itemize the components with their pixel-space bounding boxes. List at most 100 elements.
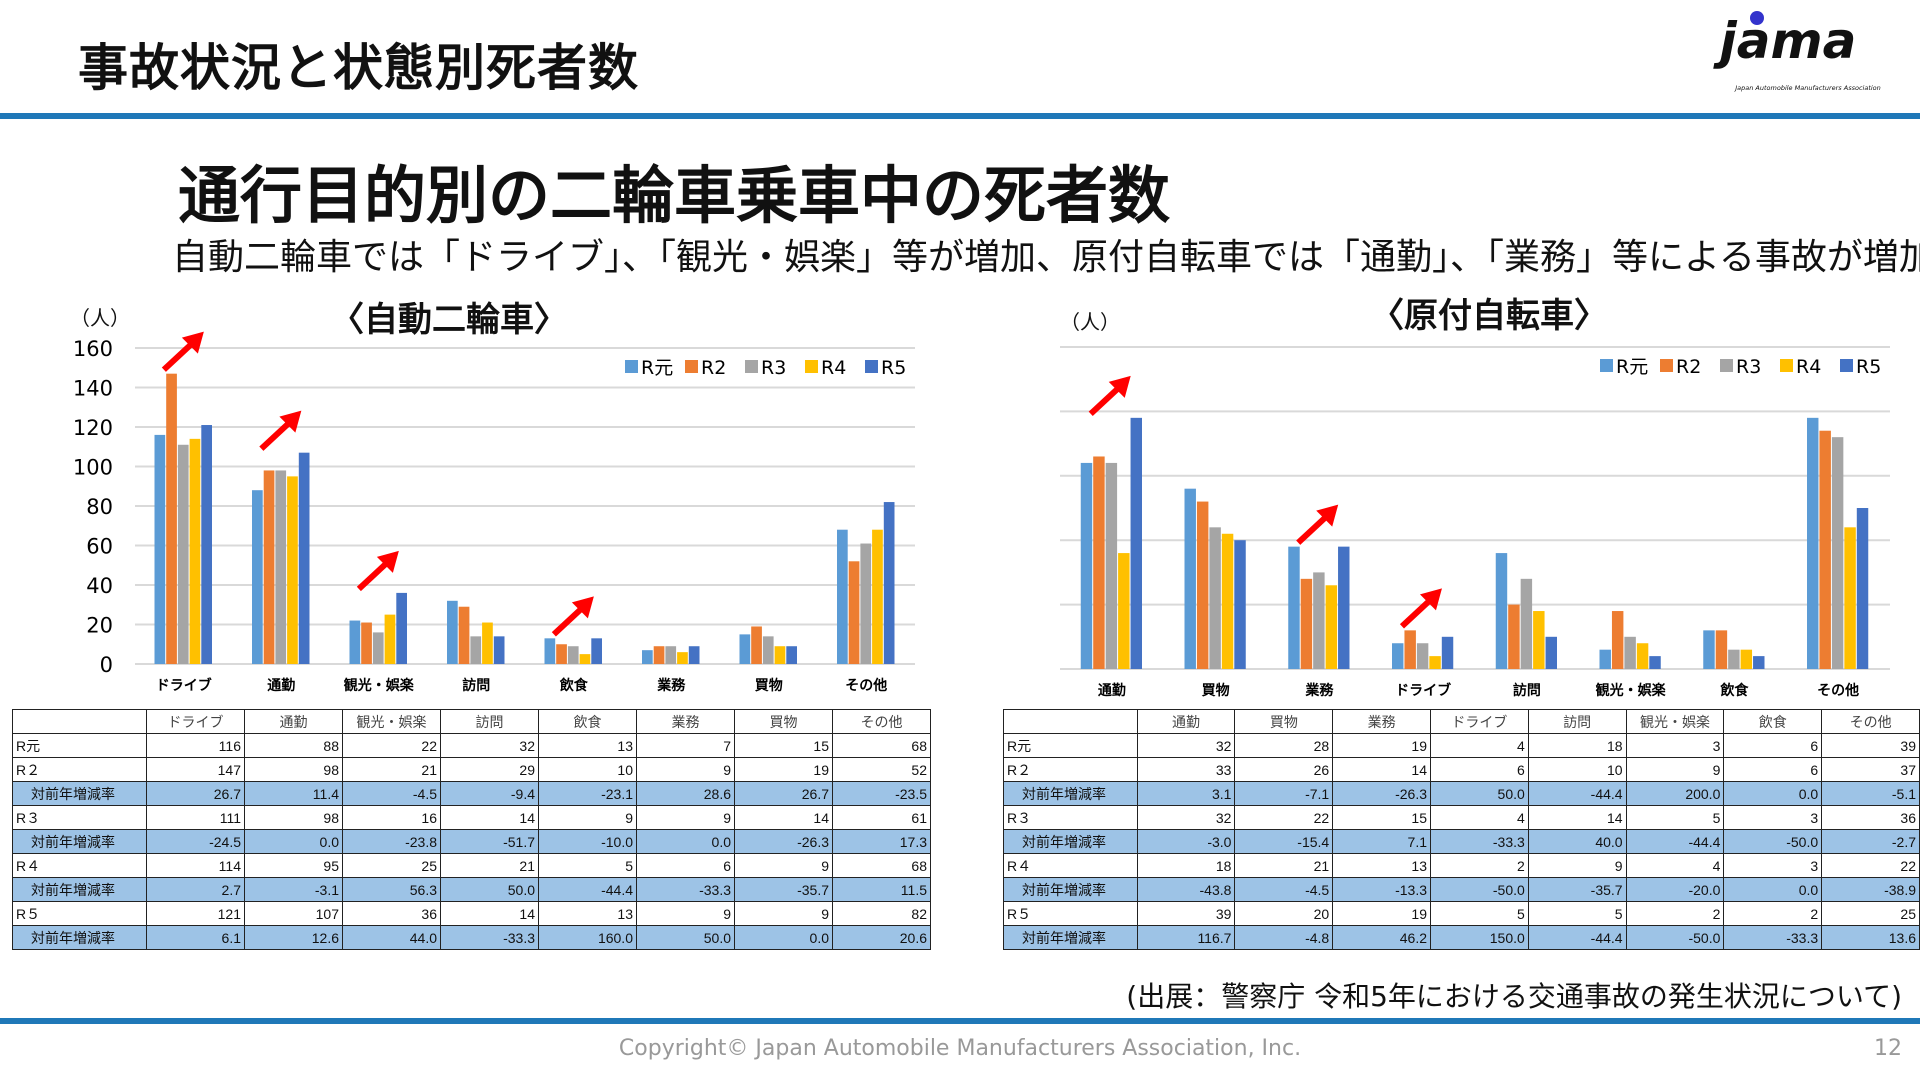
bar-R3-訪問 — [1520, 578, 1533, 669]
chart-title-moped: 〈原付自転車〉 — [1370, 296, 1608, 336]
table-cell: 20.6 — [832, 925, 931, 950]
bar-R5-買物 — [1234, 540, 1246, 669]
table-cell: 39 — [1136, 901, 1236, 926]
table-cell: 114 — [146, 853, 245, 878]
table-cell: 6 — [1723, 757, 1823, 782]
table-cell: 3 — [1625, 733, 1725, 758]
bar-R2-ドライブ — [166, 373, 177, 664]
bar-R4-通勤 — [287, 476, 298, 664]
table-cell: 0.0 — [1723, 781, 1823, 806]
table-row: R元 32 28 19 4 18 3 6 39 — [1003, 733, 1920, 758]
svg-text:Japan Automobile Manufacturers: Japan Automobile Manufacturers Associati… — [1733, 84, 1881, 92]
bar-R元-通勤 — [252, 490, 263, 664]
bar-R4-観光・娯楽 — [384, 614, 396, 664]
bar-R元-観光・娯楽 — [1599, 649, 1611, 669]
bar-R3-飲食 — [567, 646, 579, 664]
row-label: R５ — [12, 901, 147, 926]
table-cell: -33.3 — [1723, 925, 1823, 950]
table-row: R元 116 88 22 32 13 7 15 68 — [12, 733, 931, 758]
bar-R4-観光・娯楽 — [1636, 643, 1649, 669]
table-row: 対前年増減率 -24.5 0.0 -23.8 -51.7 -10.0 0.0 -26.3 17.… — [12, 829, 931, 854]
table-cell: -3.1 — [244, 877, 343, 902]
table-cell: -26.3 — [1332, 781, 1431, 806]
bar-R4-買物 — [774, 646, 786, 664]
table-cell: 20 — [1234, 901, 1334, 926]
data-table-moped: 通勤 買物 業務 ドライブ 訪問 観光・娯楽 飲食 その他 R元 32 28 19 4 18 3 6 39 R２ 3… — [1003, 709, 1920, 950]
bar-R元-ドライブ — [1392, 643, 1404, 669]
table-cell: 9 — [1625, 757, 1725, 782]
table-cell: 4 — [1430, 805, 1529, 830]
bar-R2-その他 — [1819, 430, 1831, 669]
table-cell: 2 — [1625, 901, 1725, 926]
table-cell: 2 — [1430, 853, 1529, 878]
table-cell: -4.5 — [1234, 877, 1334, 902]
increase-arrow-icon — [551, 596, 594, 637]
bar-R5-通勤 — [298, 452, 310, 664]
copyright: Copyright© Japan Automobile Manufacturer… — [618, 1036, 1302, 1061]
table-cell: 11.4 — [244, 781, 343, 806]
table-cell: -2.7 — [1821, 829, 1920, 854]
legend-swatch-R2 — [1660, 359, 1673, 372]
table-row: R４ 18 21 13 2 9 4 3 22 — [1003, 853, 1920, 878]
table-cell: -50.0 — [1723, 829, 1823, 854]
column-header — [1003, 709, 1138, 734]
jama-logo: jama Japan Automobile Manufacturers Asso… — [1713, 11, 1881, 92]
table-cell: 36 — [342, 901, 441, 926]
table-cell: 7 — [636, 733, 735, 758]
column-header: 業務 — [1332, 709, 1431, 734]
table-cell: 19 — [1332, 901, 1431, 926]
bar-R5-訪問 — [493, 636, 505, 664]
table-cell: -7.1 — [1234, 781, 1334, 806]
table-row: R３ 32 22 15 4 14 5 3 36 — [1003, 805, 1920, 830]
table-cell: 0.0 — [734, 925, 833, 950]
table-cell: -23.8 — [342, 829, 441, 854]
x-tick-label: その他 — [1817, 682, 1859, 699]
bar-R2-その他 — [848, 561, 860, 664]
bar-R5-買物 — [786, 646, 797, 664]
table-cell: 16 — [342, 805, 441, 830]
column-header: 通勤 — [1136, 709, 1236, 734]
increase-arrow-icon — [1296, 504, 1339, 545]
table-cell: 13 — [538, 733, 637, 758]
table-cell: -23.5 — [832, 781, 931, 806]
table-cell: -44.4 — [1527, 925, 1627, 950]
table-cell: 116.7 — [1136, 925, 1236, 950]
x-tick-label: 飲食 — [1719, 682, 1749, 699]
table-cell: 18 — [1136, 853, 1236, 878]
table-cell: 0.0 — [636, 829, 735, 854]
table-cell: 10 — [1527, 757, 1627, 782]
x-tick-label: 買物 — [1202, 682, 1230, 699]
bar-R3-業務 — [665, 646, 677, 664]
table-header-row: 通勤 買物 業務 ドライブ 訪問 観光・娯楽 飲食 その他 — [1003, 709, 1920, 734]
table-cell: -44.4 — [538, 877, 637, 902]
y-tick-label: 100 — [73, 456, 113, 480]
table-cell: 11.5 — [832, 877, 931, 902]
table-cell: 3 — [1723, 805, 1823, 830]
table-cell: 200.0 — [1625, 781, 1725, 806]
bar-R4-訪問 — [1533, 611, 1545, 669]
legend-label: R5 — [1856, 356, 1881, 378]
table-cell: 21 — [440, 853, 539, 878]
table-cell: 26.7 — [146, 781, 245, 806]
row-label: R元 — [12, 733, 147, 758]
chart-title-motorcycle: 〈自動二輪車〉 — [330, 300, 568, 340]
row-label: R３ — [12, 805, 147, 830]
bar-R2-飲食 — [1715, 630, 1728, 669]
table-cell: 28.6 — [636, 781, 735, 806]
table-cell: -33.3 — [440, 925, 539, 950]
bar-R元-観光・娯楽 — [349, 620, 361, 664]
bar-R3-訪問 — [470, 636, 482, 664]
column-header: その他 — [1821, 709, 1920, 734]
x-tick-label: ドライブ — [156, 677, 212, 694]
table-row: R２ 147 98 21 29 10 9 19 52 — [12, 757, 931, 782]
table-row: 対前年増減率 3.1 -7.1 -26.3 50.0 -44.4 200.0 0.0 -5.1 — [1003, 781, 1920, 806]
y-unit-moped: （人） — [1060, 310, 1120, 334]
table-cell: 52 — [832, 757, 931, 782]
bar-R3-その他 — [1831, 437, 1844, 669]
bar-R3-買物 — [1209, 527, 1221, 669]
bar-R4-ドライブ — [189, 438, 201, 664]
row-label: R２ — [12, 757, 147, 782]
bar-R元-その他 — [1807, 417, 1819, 669]
table-cell: 0.0 — [244, 829, 343, 854]
bar-R2-買物 — [751, 626, 762, 664]
